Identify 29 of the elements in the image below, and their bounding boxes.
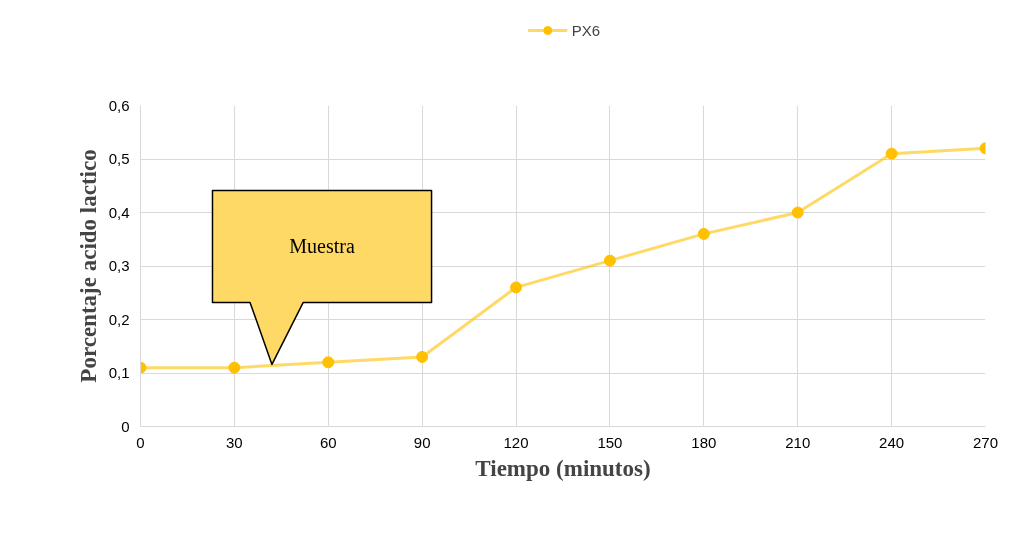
y-tick-label: 0,6 [108,96,130,114]
x-tick-label: 240 [879,433,905,451]
point [322,356,335,369]
x-tick-label: 30 [226,433,243,451]
point [228,361,241,374]
x-tick-label: 120 [503,433,529,451]
x-tick-label: 60 [319,433,337,451]
point [885,147,898,160]
point [603,254,616,267]
x-tick-label: 180 [691,433,717,451]
x-axis-title: Tiempo (minutos) [475,455,651,481]
x-tick-label: 0 [136,433,145,451]
x-tick-label: 270 [972,433,999,451]
point [791,206,804,219]
y-axis-title: Porcentaje acido lactico [75,149,101,383]
point [510,281,523,294]
x-tick-label: 150 [597,433,623,451]
y-tick-label: 0 [121,417,130,435]
y-tick-label: 0,1 [108,364,130,381]
point [416,350,429,363]
y-tick-label: 0,2 [108,310,130,328]
y-tick-label: 0,4 [108,203,130,221]
annotation: Muestra [289,235,355,258]
legend-label: PX6 [571,21,601,39]
y-tick-label: 0,5 [108,150,130,167]
x-tick-label: 90 [413,433,431,451]
point [697,227,710,240]
x-tick-label: 210 [785,433,811,451]
y-tick-label: 0,3 [108,257,130,274]
